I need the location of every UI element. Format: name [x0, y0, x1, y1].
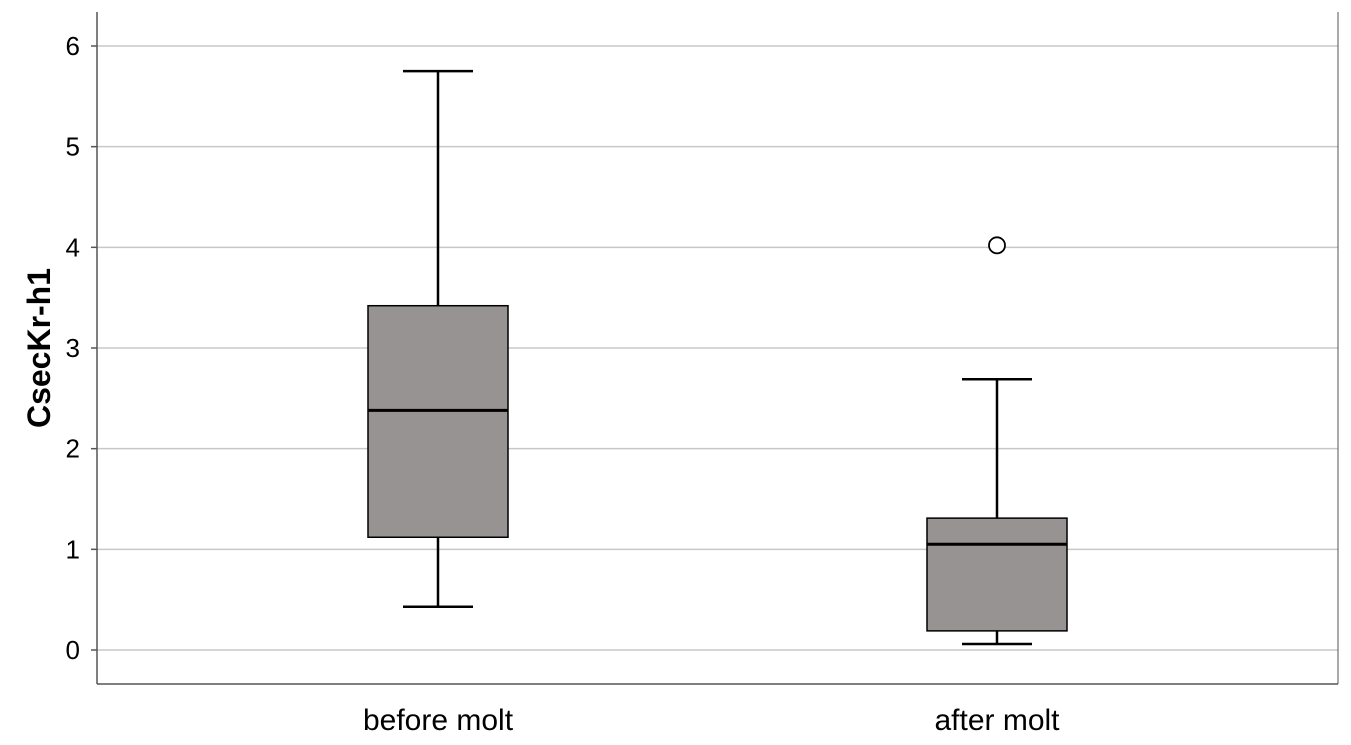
- x-category-label-1: after molt: [934, 704, 1060, 737]
- y-tick-label-3: 3: [66, 333, 80, 363]
- box-before-molt: [367, 69, 509, 608]
- boxes: [367, 69, 1068, 646]
- y-axis-title: CsecKr-h1: [21, 268, 57, 428]
- y-tick-labels: 0 1 2 3 4 5 6: [66, 31, 97, 665]
- y-tick-label-4: 4: [66, 232, 80, 262]
- x-category-labels: before molt after molt: [363, 704, 1060, 737]
- box-after-molt: [926, 236, 1068, 646]
- iqr-box: [926, 517, 1068, 632]
- x-category-label-0: before molt: [363, 704, 514, 737]
- outlier-point: [988, 236, 1006, 255]
- y-tick-label-0: 0: [66, 635, 80, 665]
- y-tick-label-6: 6: [66, 31, 80, 61]
- y-tick-label-2: 2: [66, 434, 80, 464]
- gridlines: [97, 45, 1338, 651]
- iqr-box: [367, 304, 509, 539]
- y-tick-label-5: 5: [66, 132, 80, 162]
- y-tick-label-1: 1: [66, 534, 80, 564]
